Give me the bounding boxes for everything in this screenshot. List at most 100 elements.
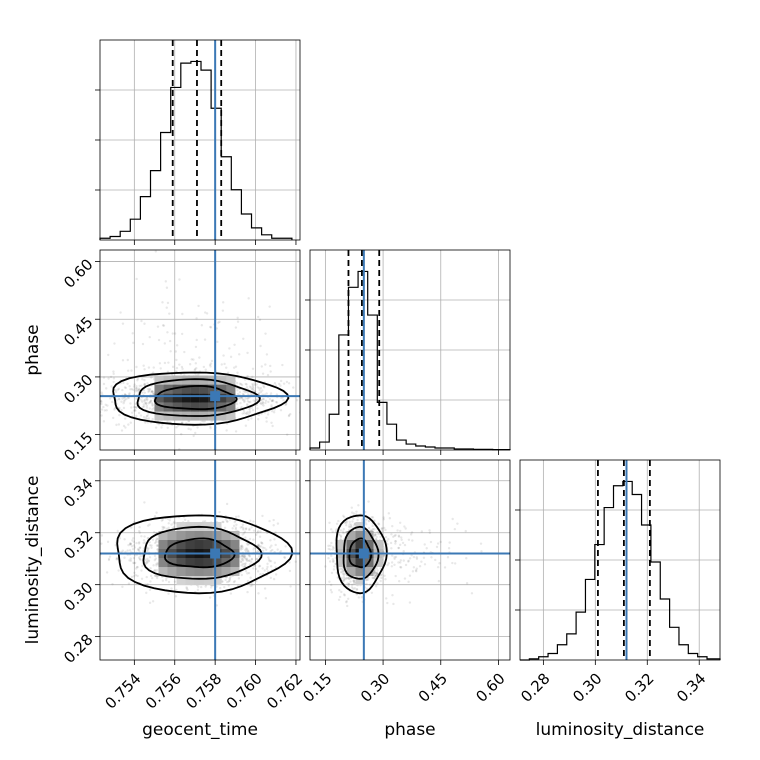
sample-point [142,405,146,408]
sample-point [353,581,356,584]
sample-point [236,320,240,323]
sample-point [218,510,221,514]
sample-point [425,547,428,550]
sample-point [204,368,207,371]
sample-point [189,428,192,431]
sample-point [120,429,124,432]
sample-point [342,514,345,518]
sample-point [118,413,121,417]
density-cell [226,393,236,403]
sample-point [242,556,246,559]
sample-point [349,580,352,583]
sample-point [331,530,334,533]
sample-point [238,396,241,400]
sample-point [348,577,351,580]
sample-point [415,569,418,573]
density-cell [181,384,191,394]
sample-point [239,547,242,550]
sample-point [140,399,143,402]
sample-point [261,400,264,404]
sample-point [147,560,150,563]
sample-point [123,393,127,396]
sample-point [387,538,390,541]
grid [310,250,510,450]
sample-point [385,597,388,600]
sample-point [377,532,380,536]
sample-point [238,390,242,394]
sample-point [152,366,155,369]
sample-point [162,526,165,529]
density-cell [158,540,168,550]
sample-point [265,392,268,395]
density-cell [154,393,164,403]
sample-point [249,519,252,522]
histogram-distance [520,480,721,661]
sample-point [147,390,150,394]
sample-point [393,563,396,567]
sample-point [402,550,405,553]
sample-point [256,530,260,533]
sample-point [280,396,283,400]
sample-point [235,381,239,385]
sample-point [136,389,139,393]
sample-point [269,565,273,568]
sample-point [243,555,247,558]
sample-point [465,582,469,585]
sample-point [389,541,393,545]
sample-point [241,412,244,415]
sample-point [204,585,207,588]
sample-point [438,562,441,565]
density-cell [176,576,186,586]
sample-point [145,561,149,565]
sample-point [268,559,271,563]
sample-point [428,531,432,534]
sample-point [146,387,150,391]
sample-point [127,396,130,400]
sample-point [180,432,183,436]
sample-point [267,558,271,561]
sample-point [86,396,88,398]
sample-point [135,414,138,418]
sample-point [229,355,233,359]
sample-point [268,519,271,523]
density-cell [154,411,164,421]
sample-point [173,332,177,335]
sample-point [247,571,251,575]
sample-point [102,382,106,386]
sample-point [373,577,376,580]
sample-point [145,406,149,409]
sample-point [252,399,255,402]
sample-point [264,332,267,335]
sample-point [480,550,483,553]
sample-point [224,518,227,521]
sample-point [248,410,252,413]
sample-point [248,385,252,388]
x-tick-labels-phase: 0.15 0.30 0.45 0.60 [299,670,508,706]
sample-point [331,558,335,561]
sample-point [241,392,245,396]
sample-point [146,417,149,421]
sample-point [284,545,287,548]
sample-point [418,565,422,568]
sample-point [129,559,133,562]
panel-frame [309,459,511,661]
sample-point [159,367,162,370]
scatter-panel-phase-vs-geocent [86,249,301,455]
sample-point [122,381,125,385]
sample-point [347,577,350,580]
sample-point [228,579,231,583]
sample-point [262,398,265,401]
sample-point [248,555,251,558]
sample-point [150,390,153,394]
density-cell [208,402,218,412]
sample-point [384,528,387,532]
sample-point [124,386,128,390]
sample-point [150,376,153,379]
sample-point [100,399,103,403]
sample-point [172,525,176,529]
sample-point [390,565,394,568]
sample-point [175,588,178,592]
sample-point [253,399,257,403]
sample-point [356,518,359,522]
density-cell [203,540,213,550]
